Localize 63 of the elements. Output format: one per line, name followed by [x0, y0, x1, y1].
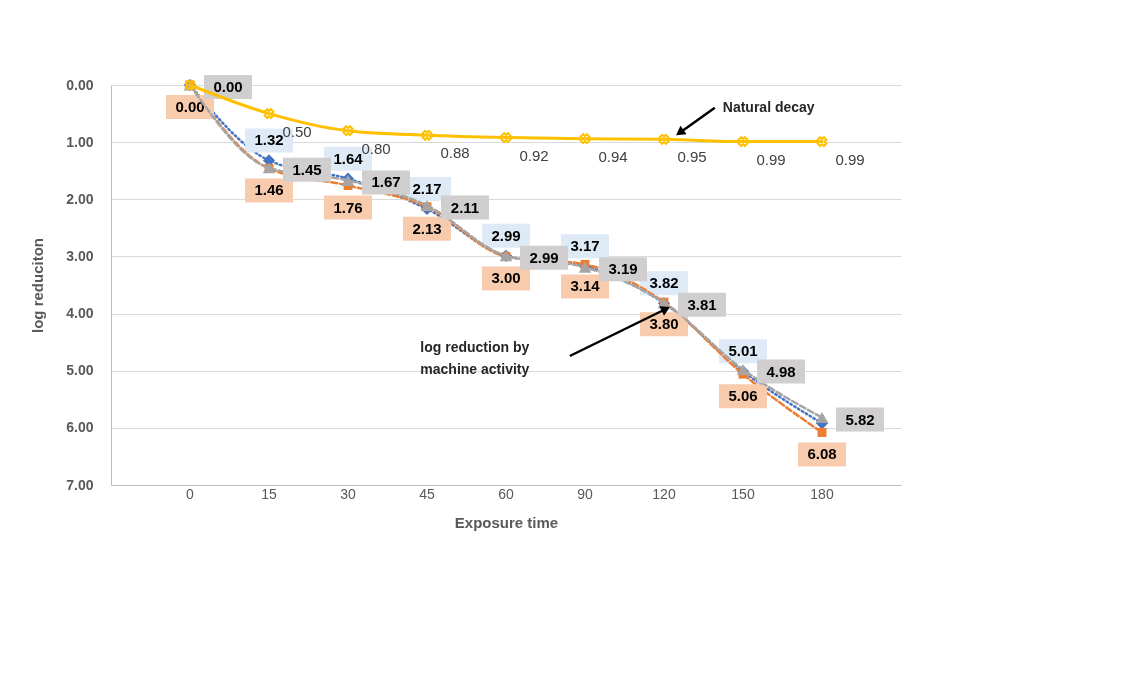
point — [658, 133, 670, 145]
x-tick-label: 180 — [810, 485, 834, 502]
x-tick-label: 60 — [498, 485, 514, 502]
data-label: 5.06 — [728, 387, 758, 405]
y-tick-label: 1.00 — [66, 133, 94, 150]
data-label: 1.67 — [371, 173, 401, 191]
data-label: 5.82 — [845, 410, 875, 428]
data-label: 0.88 — [440, 144, 470, 162]
data-label: 3.00 — [491, 269, 521, 287]
y-tick-label: 0.00 — [66, 76, 94, 93]
data-label: 1.46 — [254, 181, 284, 199]
data-label: 3.19 — [608, 260, 638, 278]
data-label: 3.81 — [687, 295, 717, 313]
data-label: 0.95 — [677, 148, 707, 166]
data-label: 0.99 — [835, 150, 865, 168]
point — [737, 136, 749, 147]
data-label: 1.32 — [254, 131, 284, 149]
data-label: 0.00 — [213, 78, 243, 95]
y-axis-title: log reduciton — [29, 238, 47, 333]
annotation: Natural decay — [722, 98, 815, 115]
point — [579, 133, 591, 145]
data-label: 2.99 — [529, 248, 559, 266]
point — [500, 132, 512, 143]
x-tick-label: 90 — [577, 485, 593, 502]
data-label: 2.99 — [491, 226, 521, 244]
data-label: 5.01 — [728, 342, 758, 360]
data-label: 0.92 — [519, 146, 549, 164]
x-tick-label: 120 — [652, 485, 676, 502]
point — [817, 427, 827, 437]
x-tick-label: 15 — [261, 485, 277, 502]
point — [816, 136, 828, 147]
x-tick-label: 30 — [340, 485, 356, 502]
data-label: 1.76 — [333, 198, 363, 216]
data-label: 2.13 — [412, 219, 442, 237]
data-label: 0.80 — [361, 139, 391, 157]
annotation: log reduction by machine activity — [420, 339, 530, 377]
x-tick-label: 0 — [186, 485, 195, 502]
x-axis-title: Exposure time — [454, 513, 559, 531]
data-label: 1.45 — [292, 160, 322, 178]
y-tick-label: 7.00 — [66, 476, 94, 493]
x-tick-label: 45 — [419, 485, 435, 502]
data-label: 3.80 — [649, 315, 679, 333]
data-label: 0.94 — [598, 147, 628, 165]
data-label: 3.82 — [649, 274, 679, 292]
data-label: 2.17 — [412, 180, 442, 197]
point — [342, 125, 354, 137]
point — [263, 108, 275, 119]
data-label: 6.08 — [807, 445, 837, 463]
data-label: 0.99 — [756, 150, 786, 168]
data-label: 2.11 — [450, 198, 480, 216]
data-label: 4.98 — [766, 362, 796, 380]
data-label: 3.17 — [570, 237, 600, 255]
data-label: 0.50 — [282, 122, 312, 140]
y-tick-label: 3.00 — [66, 247, 94, 264]
point — [815, 412, 829, 424]
point — [421, 129, 433, 141]
data-label: 0.00 — [175, 98, 205, 115]
x-tick-label: 150 — [731, 485, 755, 502]
y-tick-label: 6.00 — [66, 419, 94, 436]
y-tick-label: 2.00 — [66, 190, 94, 207]
y-tick-label: 4.00 — [66, 305, 94, 322]
y-tick-label: 5.00 — [66, 362, 94, 379]
data-label: 3.14 — [570, 277, 601, 295]
